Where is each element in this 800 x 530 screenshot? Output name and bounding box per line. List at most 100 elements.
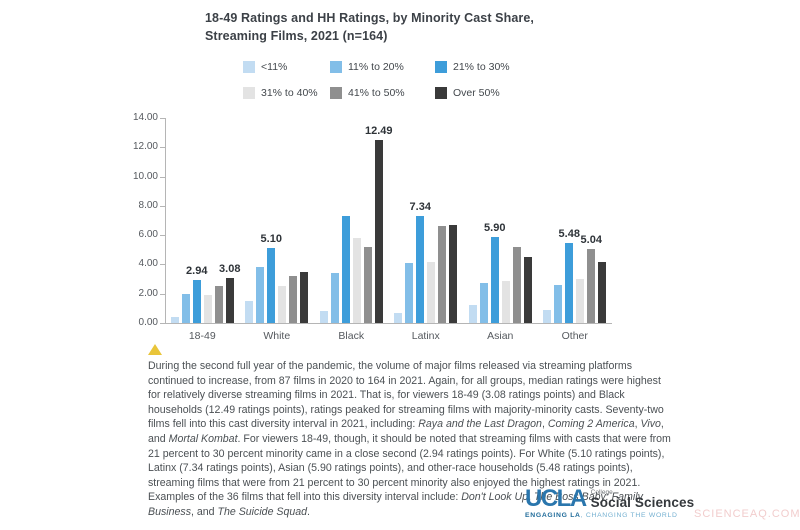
y-axis-tick-label: 8.00 — [138, 199, 158, 211]
ucla-tagline: ENGAGING LA, CHANGING THE WORLD — [525, 512, 694, 519]
warning-triangle-icon — [148, 344, 162, 355]
bar — [598, 261, 607, 323]
y-axis-tick-mark — [160, 235, 165, 237]
legend-item: 21% to 30% — [435, 61, 545, 73]
watermark: SCIENCEAQ.COM — [694, 508, 800, 520]
caption-text: During the second full year of the pande… — [148, 359, 674, 520]
bar-value-label: 5.10 — [260, 233, 282, 246]
chart-title-line2: Streaming Films, 2021 (n=164) — [205, 28, 388, 43]
legend-item: 11% to 20% — [330, 61, 435, 73]
chart-title: 18-49 Ratings and HH Ratings, by Minorit… — [205, 10, 625, 45]
plot-area: 2.94 3.08 5.10 12.49 7.34 5.90 5.48 5.04 — [165, 118, 612, 323]
bar — [468, 305, 477, 323]
caption-segment: , and — [191, 505, 218, 518]
y-axis-tick-mark — [160, 264, 165, 266]
legend-label: 11% to 20% — [348, 61, 404, 73]
bar — [214, 286, 223, 323]
x-axis-label: White — [263, 330, 291, 342]
ucla-logo-top: UCLA College Social Sciences — [525, 485, 695, 512]
y-axis-tick-label: 12.00 — [132, 141, 158, 153]
caption-segment: , — [634, 418, 641, 431]
bar — [245, 301, 254, 323]
x-axis-line — [165, 323, 612, 324]
bar-value-label: 5.04 — [580, 234, 602, 247]
ucla-logo: UCLA College Social Sciences ENGAGING LA… — [525, 485, 695, 520]
bar — [330, 273, 339, 323]
social-sciences-label: Social Sciences — [590, 495, 695, 510]
caption-segment: , — [541, 418, 548, 431]
bar-chart: 2.94 3.08 5.10 12.49 7.34 5.90 5.48 5.04 0.00 2.… — [130, 112, 630, 348]
y-axis-tick-label: 14.00 — [132, 112, 158, 123]
y-axis-tick-label: 6.00 — [138, 229, 158, 241]
legend-label: 21% to 30% — [453, 61, 510, 73]
bar — [394, 312, 403, 323]
bar — [192, 279, 201, 323]
legend-swatch — [435, 87, 447, 99]
caption-segment: , and — [148, 418, 664, 445]
bar-value-label: 12.49 — [364, 125, 393, 138]
film-title: The Suicide Squad — [217, 505, 308, 518]
x-axis-label: Black — [338, 330, 365, 342]
x-axis-label: Asian — [487, 330, 514, 342]
film-title: Mortal Kombat — [168, 432, 238, 445]
tagline-engaging-la: ENGAGING LA — [525, 512, 581, 519]
legend-item: 31% to 40% — [243, 87, 330, 99]
y-axis-tick-label: 4.00 — [138, 258, 158, 270]
bar — [278, 286, 287, 323]
y-axis-tick-mark — [160, 205, 165, 207]
y-axis-tick-mark — [160, 323, 165, 324]
bar — [341, 216, 350, 323]
bar — [416, 215, 425, 323]
bar-value-label: 3.08 — [219, 262, 241, 275]
bar — [449, 224, 458, 323]
bar — [523, 257, 532, 323]
bar — [300, 271, 309, 323]
bar — [512, 246, 521, 323]
legend-swatch — [243, 87, 255, 99]
bar — [352, 238, 361, 323]
bar — [374, 140, 383, 323]
figure-caption: During the second full year of the pande… — [148, 344, 674, 520]
legend-swatch — [243, 61, 255, 73]
y-axis-tick-label: 2.00 — [138, 287, 158, 299]
caption-segment: During the second full year of the pande… — [148, 360, 664, 431]
bar-value-label: 5.90 — [484, 221, 506, 234]
bar — [554, 284, 563, 323]
legend-swatch — [435, 61, 447, 73]
legend-item: <11% — [243, 61, 330, 73]
caption-segment: . For viewers 18-49, though, it should b… — [148, 432, 671, 504]
film-title: The Boss Baby: Family Business — [148, 491, 643, 518]
film-title: Vivo — [640, 418, 661, 431]
legend-item: 41% to 50% — [330, 87, 435, 99]
bar — [181, 293, 190, 323]
legend-label: <11% — [261, 61, 288, 73]
bar — [427, 261, 436, 323]
bar — [501, 280, 510, 323]
ucla-wordmark: UCLA — [525, 485, 587, 512]
x-axis-label: 18-49 — [188, 330, 216, 342]
bar — [289, 276, 298, 323]
y-axis-tick-label: 10.00 — [132, 170, 158, 182]
chart-legend: <11% 11% to 20% 21% to 30% 31% to 40% 41% to… — [243, 61, 545, 99]
bar-value-label: 2.94 — [186, 264, 208, 277]
legend-swatch — [330, 61, 342, 73]
legend-swatch — [330, 87, 342, 99]
college-block: College Social Sciences — [591, 489, 695, 509]
y-axis-tick-mark — [160, 176, 165, 178]
bar — [170, 317, 179, 323]
bar — [405, 262, 414, 323]
legend-label: 31% to 40% — [261, 87, 318, 99]
bar — [587, 249, 596, 323]
film-title: Raya and the Last Dragon — [418, 418, 542, 431]
bar — [565, 242, 574, 323]
legend-label: Over 50% — [453, 87, 500, 99]
bar — [363, 246, 372, 323]
y-axis-tick-label: 0.00 — [138, 317, 158, 328]
chart-title-line1: 18-49 Ratings and HH Ratings, by Minorit… — [205, 11, 534, 25]
y-axis-tick-mark — [160, 118, 165, 119]
bar — [543, 309, 552, 323]
caption-segment: . — [307, 505, 310, 518]
tagline-changing-world: , CHANGING THE WORLD — [580, 512, 678, 519]
college-label: College — [590, 489, 613, 496]
